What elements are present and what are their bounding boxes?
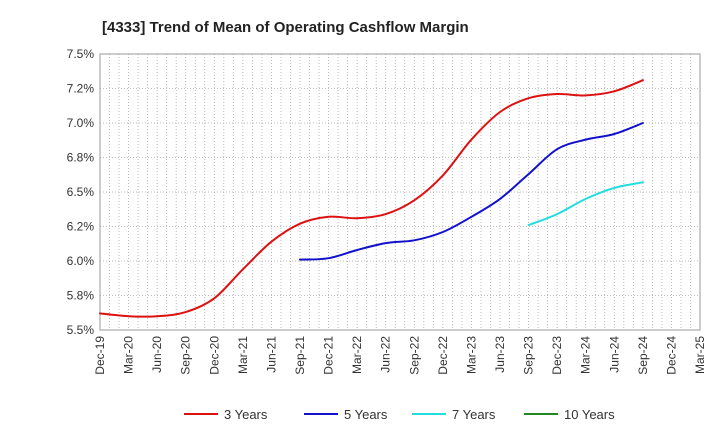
legend-label: 10 Years xyxy=(564,407,615,422)
x-tick-label: Mar-23 xyxy=(464,336,478,374)
legend-label: 5 Years xyxy=(344,407,388,422)
x-tick-label: Sep-23 xyxy=(522,336,536,375)
x-tick-label: Sep-21 xyxy=(293,336,307,375)
x-tick-label: Mar-22 xyxy=(350,336,364,374)
y-axis: 5.5% 5.8% 6.0% 6.2% 6.5% 6.8% 7.0% 7.2% 7.5% xyxy=(67,47,95,337)
y-tick-label: 7.0% xyxy=(67,116,95,130)
x-tick-label: Mar-25 xyxy=(693,336,707,374)
x-tick-label: Mar-20 xyxy=(122,336,136,374)
x-tick-label: Dec-19 xyxy=(93,336,107,375)
x-tick-label: Jun-21 xyxy=(264,336,278,373)
x-tick-label: Dec-20 xyxy=(207,336,221,375)
y-tick-label: 6.2% xyxy=(67,220,95,234)
x-axis: Dec-19 Mar-20 Jun-20 Sep-20 Dec-20 Mar-21 Jun-… xyxy=(93,336,707,375)
series-line-5-years xyxy=(299,122,644,261)
x-tick-label: Sep-24 xyxy=(636,336,650,375)
x-tick-label: Jun-22 xyxy=(379,336,393,373)
x-tick-label: Jun-23 xyxy=(493,336,507,373)
x-tick-label: Sep-22 xyxy=(407,336,421,375)
x-tick-label: Dec-24 xyxy=(664,336,678,375)
chart-title: [4333] Trend of Mean of Operating Cashfl… xyxy=(102,19,469,36)
y-tick-label: 5.5% xyxy=(67,323,95,337)
legend-label: 7 Years xyxy=(452,407,496,422)
grid xyxy=(100,54,700,330)
x-tick-label: Sep-20 xyxy=(179,336,193,375)
x-tick-label: Mar-21 xyxy=(236,336,250,374)
y-tick-label: 6.5% xyxy=(67,185,95,199)
series-line-3-years xyxy=(99,79,644,318)
x-tick-label: Dec-21 xyxy=(322,336,336,375)
y-tick-label: 6.8% xyxy=(67,151,95,165)
y-tick-label: 5.8% xyxy=(67,289,95,303)
x-tick-label: Jun-20 xyxy=(150,336,164,373)
series-lines xyxy=(99,79,644,318)
legend: 3 Years 5 Years 7 Years 10 Years xyxy=(184,407,615,422)
legend-label: 3 Years xyxy=(224,407,268,422)
y-tick-label: 7.5% xyxy=(67,47,95,61)
x-tick-label: Mar-24 xyxy=(579,336,593,374)
y-tick-label: 6.0% xyxy=(67,254,95,268)
x-tick-label: Dec-23 xyxy=(550,336,564,375)
series-line-7-years xyxy=(527,181,644,227)
y-tick-label: 7.2% xyxy=(67,82,95,96)
x-tick-label: Dec-22 xyxy=(436,336,450,375)
x-tick-label: Jun-24 xyxy=(607,336,621,373)
plot-area xyxy=(99,53,701,331)
